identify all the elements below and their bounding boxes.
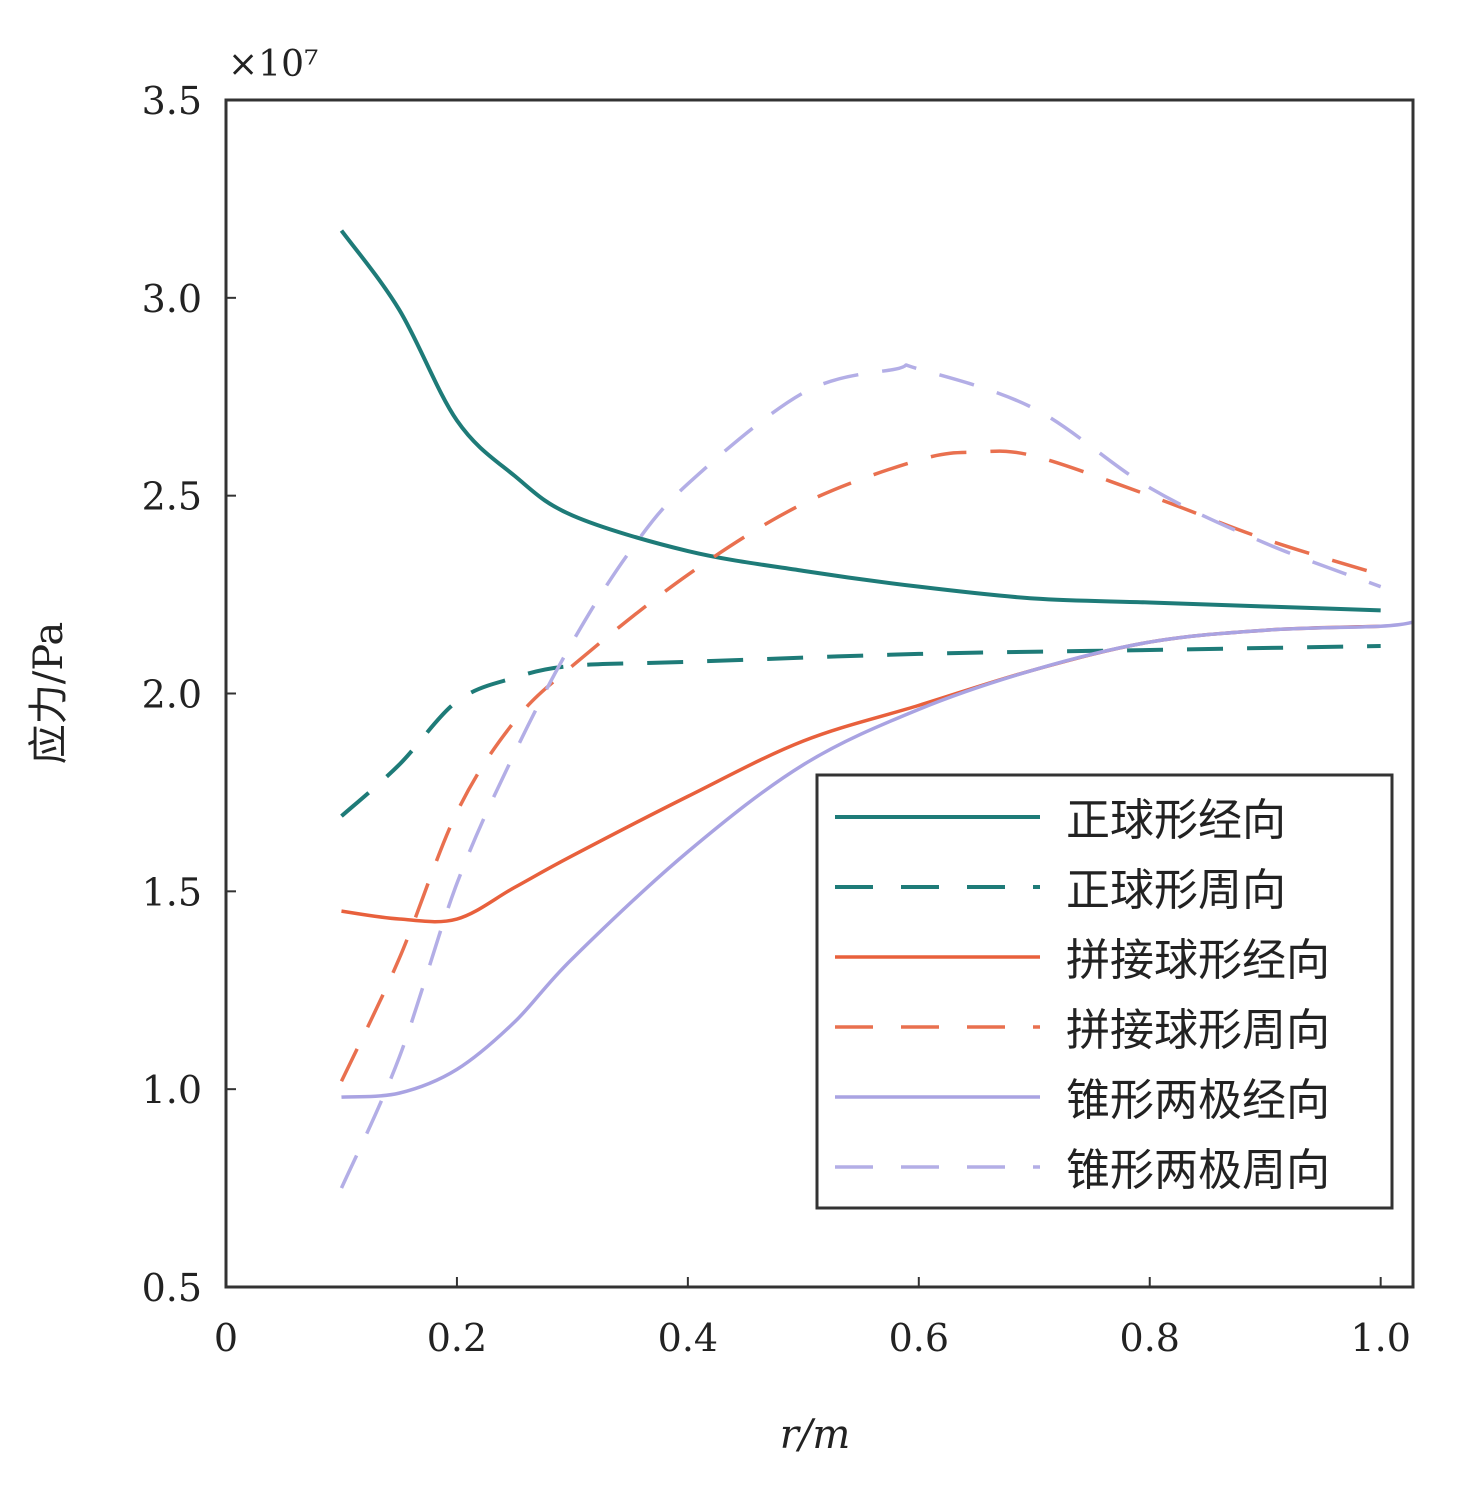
- series-line-3: [339, 449, 1382, 1082]
- legend-label: 拼接球形经向: [1066, 935, 1330, 986]
- x-tick-label: 0.6: [889, 1316, 949, 1360]
- legend-label: 锥形两极周向: [1066, 1145, 1330, 1196]
- y-tick-label: 3.0: [142, 277, 202, 321]
- legend-label: 正球形经向: [1066, 795, 1286, 846]
- y-tick-label: 2.0: [142, 673, 202, 717]
- y-tick-label: 2.5: [142, 475, 202, 519]
- series-line-5: [339, 363, 1382, 1189]
- axis-ticks: 0 0.2 0.4 0.6 0.8 1.0 0.5 1.0 1.5 2.0 2.5 3.0 3.5: [142, 79, 1411, 1360]
- x-tick-label: 1.0: [1350, 1316, 1410, 1360]
- y-tick-label: 0.5: [142, 1266, 202, 1310]
- y-multiplier: ×10⁷: [228, 44, 318, 85]
- legend-label: 正球形周向: [1066, 865, 1286, 916]
- x-axis-label: r/m: [780, 1412, 851, 1458]
- y-tick-label: 3.5: [142, 79, 202, 123]
- series-line-1: [340, 644, 1381, 818]
- x-tick-label: 0.4: [658, 1316, 718, 1360]
- x-tick-label: 0.8: [1120, 1316, 1180, 1360]
- series-layer: [339, 229, 1414, 1189]
- series-line-4: [341, 620, 1414, 1099]
- y-axis-label: 应力/Pa: [26, 622, 72, 764]
- y-tick-label: 1.0: [142, 1068, 202, 1112]
- y-tick-label: 1.5: [142, 870, 202, 914]
- legend-box: [815, 773, 1394, 1210]
- legend-label: 锥形两极经向: [1066, 1075, 1330, 1126]
- x-tick-label: 0.2: [427, 1316, 487, 1360]
- x-tick-label: 0: [214, 1316, 238, 1360]
- legend-label: 拼接球形周向: [1066, 1005, 1330, 1056]
- series-line-0: [339, 229, 1381, 613]
